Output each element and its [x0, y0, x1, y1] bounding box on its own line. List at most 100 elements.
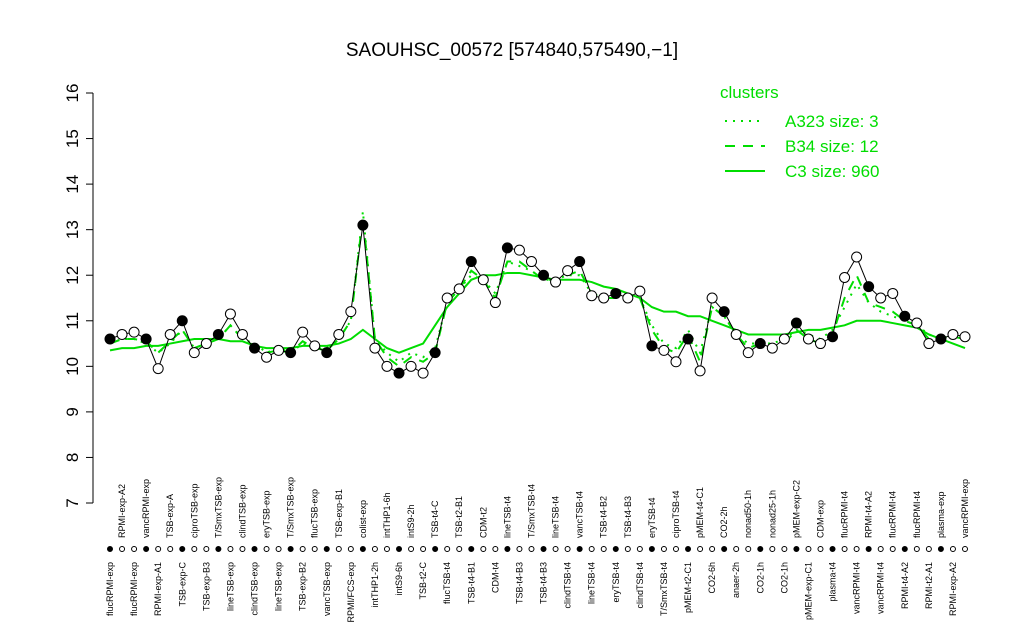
- x-tick-label: flucTSB-t4: [442, 562, 452, 604]
- x-tick-label: vancRPMI-t4: [876, 562, 886, 614]
- x-tick-label: flucRPMI-t4: [888, 491, 898, 538]
- axis-dot: [672, 546, 679, 552]
- axis-dot: [745, 546, 752, 552]
- axis-dot: [600, 546, 607, 552]
- point: [441, 292, 453, 304]
- point: [706, 292, 718, 304]
- point: [947, 328, 959, 340]
- x-tick-label: RPMI-t4-A2: [900, 562, 910, 609]
- axis-dot: [757, 546, 764, 552]
- y-tick-label: 8: [63, 453, 82, 462]
- x-tick-label: RPMI-exp-A2: [948, 562, 958, 616]
- axis-dot: [107, 546, 113, 552]
- axis-dot: [155, 546, 162, 552]
- x-tick-label: clindTSB-t4: [563, 562, 573, 609]
- x-tick-label: TSB-t4-C: [430, 500, 440, 538]
- point: [814, 338, 826, 350]
- x-tick-label: TSB-exp-C: [177, 562, 187, 607]
- axis-dot: [359, 546, 366, 552]
- x-tick-label: CO2-1h: [779, 562, 789, 594]
- x-tick-label: eryTSB-exp: [262, 490, 272, 538]
- point: [465, 256, 477, 268]
- x-tick-label: TSB-exp-A: [165, 494, 175, 538]
- point: [875, 292, 887, 304]
- point: [285, 347, 297, 359]
- x-tick-label: vancRPMI-exp: [141, 479, 151, 538]
- axis-dot: [408, 546, 415, 552]
- x-tick-label: TSB-exp-B3: [201, 562, 211, 611]
- axis-dot: [383, 546, 390, 552]
- x-tick-label: intS9-2h: [406, 504, 416, 538]
- cluster-line: [109, 271, 966, 354]
- point: [622, 292, 634, 304]
- axis-dot: [143, 546, 150, 552]
- y-tick-label: 14: [63, 175, 82, 194]
- axis-dot: [480, 546, 487, 552]
- axis-dot: [371, 546, 378, 552]
- point: [562, 265, 574, 277]
- point: [345, 306, 357, 318]
- x-tick-label: T/SmxTSB-t4: [659, 562, 669, 616]
- x-tick-label: pMEM-t2-C1: [683, 562, 693, 613]
- axis-dot: [576, 546, 583, 552]
- x-tick-label: colist-exp: [358, 500, 368, 538]
- x-tick-label: clindTSB-t4: [635, 562, 645, 609]
- x-tick-label: RPMI/FCS-exp: [346, 562, 356, 623]
- point: [754, 338, 766, 350]
- x-tick-label: RPMI-exp-A1: [153, 562, 163, 616]
- point: [923, 338, 935, 350]
- point: [610, 287, 622, 299]
- x-tick-label: CO2-1h: [755, 562, 765, 594]
- axis-dot: [781, 546, 788, 552]
- point: [839, 272, 851, 283]
- x-tick-label: intTHP1-6h: [382, 492, 392, 538]
- x-tick-label: flucRPMI-exp: [105, 562, 115, 616]
- point: [357, 219, 369, 231]
- axis-dot: [287, 546, 294, 552]
- axis-dot: [660, 546, 667, 552]
- point: [586, 290, 598, 302]
- x-tick-label: flucRPMI-t4: [912, 491, 922, 538]
- axis-dot: [119, 546, 126, 552]
- axis-dot: [709, 546, 716, 552]
- axis-dot: [432, 546, 439, 552]
- axis-dot: [468, 546, 475, 552]
- x-tick-label: CDM-t4: [490, 562, 500, 593]
- axis-dot: [420, 546, 427, 552]
- point: [658, 344, 670, 356]
- axis-dot: [769, 546, 776, 552]
- x-tick-label: RPMI-t4-A2: [864, 491, 874, 538]
- point: [224, 308, 236, 320]
- axis-dot: [540, 546, 547, 552]
- x-tick-label: plasma-t4: [828, 562, 838, 602]
- axis-dot: [733, 546, 740, 552]
- y-tick-label: 9: [63, 407, 82, 416]
- x-tick-label: eryTSB-t4: [647, 497, 657, 538]
- point: [381, 360, 393, 372]
- axis-dot: [962, 546, 968, 552]
- axis-dot: [805, 546, 812, 552]
- point: [140, 333, 152, 345]
- x-tick-label: flucRPMI-exp: [129, 562, 139, 616]
- axis-dot: [299, 546, 306, 552]
- axis-dot: [612, 546, 619, 552]
- point: [550, 276, 562, 288]
- x-tick-label: TSB-t2-C: [418, 562, 428, 600]
- x-tick-label: lineTSB-t4: [502, 496, 512, 538]
- x-tick-label: RPMI-exp-A2: [117, 484, 127, 538]
- x-tick-label: CO2-2h: [719, 506, 729, 538]
- axis-dot: [841, 546, 848, 552]
- legend-label: C3 size: 960: [785, 162, 880, 181]
- x-tick-label: vancTSB-t4: [575, 491, 585, 538]
- x-tick-label: clindTSB-exp: [250, 562, 260, 616]
- point: [333, 328, 345, 340]
- point: [417, 367, 429, 379]
- point: [538, 269, 550, 281]
- x-tick-label: lineTSB-t4: [551, 496, 561, 538]
- x-tick-label: T/SmxTSB-exp: [213, 477, 223, 538]
- point: [887, 287, 899, 299]
- x-tick-label: flucRPMI-t4: [840, 491, 850, 538]
- legend-label: A323 size: 3: [785, 112, 879, 131]
- point: [188, 347, 200, 359]
